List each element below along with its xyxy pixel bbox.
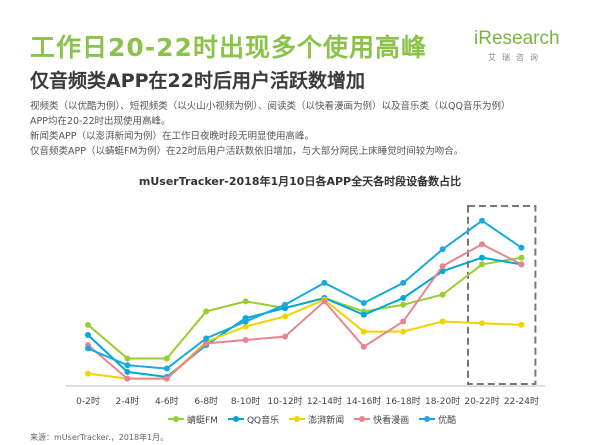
legend-item: 蜻蜓FM [168,412,218,426]
data-point [479,261,485,268]
summary-line: 新闻类APP（以澎湃新闻为例）在工作日夜晚时段无明显使用高峰。 [30,131,314,142]
legend-item: 快看漫画 [354,412,409,426]
legend-swatch [419,416,436,422]
data-point [242,318,249,325]
line-chart: 0-2时 2-4时 4-6时 6-8时 8-10时 10-12时 12-14时 14-16时 1… [66,205,545,407]
data-point [85,370,91,377]
legend-marker [294,416,301,422]
data-point [518,244,525,251]
data-point [439,291,446,298]
legend-swatch [289,416,306,422]
source-note: 来源：mUserTracker.，2018年1月。 [30,433,169,442]
legend-label: QQ音乐 [246,415,280,426]
x-tick-label: 16-18时 [386,395,421,407]
data-point [439,318,446,325]
data-point [518,254,525,261]
data-point [400,279,407,286]
x-tick-label: 22-24时 [504,395,539,407]
summary-line: APP均在20-22时出现使用高峰。 [30,116,171,127]
data-point [479,320,485,327]
logo-name: iResearch [474,28,560,49]
data-point [360,328,367,335]
data-point [242,298,249,305]
legend-item: QQ音乐 [227,412,280,426]
legend-swatch [168,416,184,422]
series-line [87,256,522,379]
x-tick-label: 10-12时 [267,395,302,407]
series-line [87,219,522,370]
legend-marker [232,416,239,422]
data-point [203,308,210,315]
data-point [321,279,328,286]
legend-item: 优酷 [419,412,456,426]
x-tick-label: 0-2时 [76,395,100,407]
data-point [321,298,328,305]
data-point [124,362,131,369]
legend-marker [173,416,179,422]
data-point [163,365,170,372]
legend-item: 澎湃新闻 [289,412,344,426]
legend-label: 优酷 [438,415,457,426]
x-tick-label: 12-14时 [307,395,342,407]
legend-marker [424,416,431,422]
data-point [242,323,249,330]
data-point [124,368,131,375]
data-point [479,217,485,224]
data-point [124,355,131,362]
summary-line: 仅音频类APP（以蜻蜓FM为例）在22时后用户活跃数依旧增加，与大部分网民上床睡… [30,146,464,157]
legend-label: 快看漫画 [373,415,410,426]
data-point [439,263,446,270]
legend-swatch [227,416,244,422]
data-point [400,295,407,301]
logo-subtitle: 艾瑞咨询 [488,53,544,62]
data-point [282,313,288,320]
data-point [400,318,407,325]
page-title: 工作日20-22时出现多个使用高峰 [30,33,427,62]
iresearch-logo: iResearch 艾瑞咨询 [474,28,586,64]
data-point [203,340,210,347]
data-point [85,321,91,328]
summary-line: 视频类（以优酷为例）、短视频类（以火山小视频为例）、阅读类（以快看漫画为例）以及… [30,101,511,112]
data-point [282,301,288,308]
data-point [360,300,367,307]
chart-title: mUserTracker-2018年1月10日各APP全天各时段设备数占比 [138,175,462,188]
data-point [282,333,288,340]
series-line [87,243,522,380]
data-point [518,261,525,268]
data-point [479,241,485,248]
legend-label: 澎湃新闻 [308,415,345,426]
x-tick-label: 6-8时 [194,395,218,407]
x-tick-label: 2-4时 [116,395,140,407]
data-point [479,254,485,261]
data-point [85,331,91,338]
data-point [439,246,446,253]
data-point [85,345,91,352]
data-point [163,375,170,382]
summary-text: 视频类（以优酷为例）、短视频类（以火山小视频为例）、阅读类（以快看漫画为例）以及… [30,99,590,159]
data-point [360,311,367,318]
data-point [518,321,525,328]
data-point [163,355,170,362]
data-point [400,301,407,308]
legend-label: 蜻蜓FM [187,415,218,426]
x-tick-label: 20-22时 [464,395,499,407]
x-tick-label: 8-10时 [231,395,260,407]
data-point [124,375,131,382]
highlight-box [467,205,537,385]
data-point [400,328,407,335]
chart-legend: 蜻蜓FM QQ音乐 澎湃新闻 快看漫画 优酷 [168,412,456,426]
x-tick-label: 18-20时 [425,395,460,407]
x-tick-label: 14-16时 [346,395,381,407]
legend-marker [359,416,366,422]
data-point [242,337,249,343]
data-point [360,343,367,350]
legend-swatch [354,416,371,422]
data-point [203,335,210,342]
x-tick-label: 4-6时 [155,395,179,407]
page-subtitle: 仅音频类APP在22时后用户活跃数增加 [30,70,365,92]
